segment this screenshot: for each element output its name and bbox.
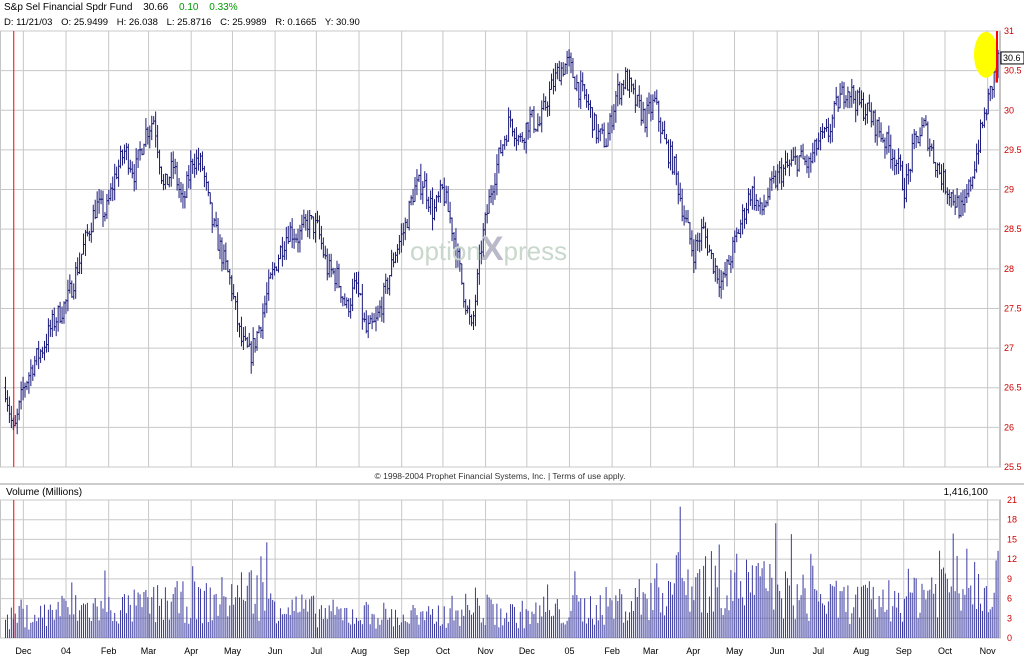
x-tick-label: Jun bbox=[268, 646, 283, 656]
price-y-tick: 30 bbox=[1004, 105, 1014, 115]
x-tick-label: Feb bbox=[604, 646, 620, 656]
x-tick-label: Jul bbox=[311, 646, 323, 656]
volume-y-tick: 9 bbox=[1007, 574, 1012, 584]
price-change-pct: 0.33% bbox=[209, 2, 238, 13]
x-tick-label: Mar bbox=[643, 646, 659, 656]
x-tick-label: 05 bbox=[564, 646, 574, 656]
price-y-tick: 27.5 bbox=[1004, 303, 1022, 313]
price-y-tick: 31 bbox=[1004, 26, 1014, 36]
x-tick-label: May bbox=[726, 646, 744, 656]
ohlc-open: O: 25.9499 bbox=[61, 17, 109, 28]
last-value-box bbox=[1000, 51, 1024, 65]
price-y-tick: 25.5 bbox=[1004, 462, 1022, 472]
volume-y-tick: 0 bbox=[1007, 633, 1012, 643]
ohlc-low: L: 25.8716 bbox=[166, 17, 212, 28]
volume-y-tick: 15 bbox=[1007, 534, 1017, 544]
price-panel bbox=[0, 30, 1001, 468]
x-tick-label: Sep bbox=[394, 646, 410, 656]
price-y-tick: 28.5 bbox=[1004, 224, 1022, 234]
highlight-ellipse bbox=[974, 31, 998, 78]
volume-last-value: 1,416,100 bbox=[943, 487, 989, 498]
ohlc-cursor-y: Y: 30.90 bbox=[324, 17, 360, 28]
price-y-tick: 29.5 bbox=[1004, 145, 1022, 155]
x-tick-label: May bbox=[224, 646, 242, 656]
x-tick-label: Nov bbox=[478, 646, 495, 656]
quote-line: S&p Sel Financial Spdr Fund 30.66 0.10 0… bbox=[4, 1, 246, 15]
ohlc-range: R: 0.1665 bbox=[275, 17, 317, 28]
price-y-tick: 28 bbox=[1004, 264, 1014, 274]
x-tick-label: Jul bbox=[813, 646, 825, 656]
volume-y-tick: 18 bbox=[1007, 515, 1017, 525]
x-tick-label: Nov bbox=[980, 646, 997, 656]
x-tick-label: Mar bbox=[141, 646, 157, 656]
x-tick-label: Aug bbox=[351, 646, 367, 656]
copyright-notice[interactable]: © 1998-2004 Prophet Financial Systems, I… bbox=[374, 471, 626, 481]
price-y-tick: 27 bbox=[1004, 343, 1014, 353]
volume-title: Volume (Millions) bbox=[6, 487, 83, 498]
ohlc-date: D: 11/21/03 bbox=[4, 17, 53, 28]
price-y-tick: 26 bbox=[1004, 422, 1014, 432]
symbol-name: S&p Sel Financial Spdr Fund bbox=[4, 2, 133, 13]
optionsxpress-watermark: optionXpress bbox=[410, 230, 568, 268]
x-tick-label: Feb bbox=[101, 646, 117, 656]
x-tick-label: Oct bbox=[938, 646, 953, 656]
price-y-tick: 26.5 bbox=[1004, 383, 1022, 393]
ohlc-readout: D: 11/21/03 O: 25.9499 H: 26.038 L: 25.8… bbox=[4, 16, 366, 30]
x-tick-label: Dec bbox=[519, 646, 536, 656]
x-tick-label: Apr bbox=[184, 646, 198, 656]
x-tick-label: Aug bbox=[853, 646, 869, 656]
x-tick-label: Apr bbox=[686, 646, 700, 656]
x-tick-label: Jun bbox=[770, 646, 785, 656]
price-change: 0.10 bbox=[179, 2, 199, 13]
ohlc-close: C: 25.9989 bbox=[220, 17, 267, 28]
volume-y-tick: 6 bbox=[1007, 594, 1012, 604]
last-value-label: 30.6 bbox=[1003, 53, 1021, 63]
volume-y-tick: 3 bbox=[1007, 613, 1012, 623]
price-y-tick: 29 bbox=[1004, 185, 1014, 195]
x-tick-label: Oct bbox=[436, 646, 451, 656]
last-price: 30.66 bbox=[143, 2, 169, 13]
x-tick-label: Sep bbox=[896, 646, 912, 656]
volume-y-tick: 12 bbox=[1007, 554, 1017, 564]
price-y-tick: 30.5 bbox=[1004, 66, 1022, 76]
x-tick-label: 04 bbox=[61, 646, 71, 656]
ohlc-high: H: 26.038 bbox=[116, 17, 158, 28]
x-tick-label: Dec bbox=[15, 646, 32, 656]
volume-y-tick: 21 bbox=[1007, 495, 1017, 505]
